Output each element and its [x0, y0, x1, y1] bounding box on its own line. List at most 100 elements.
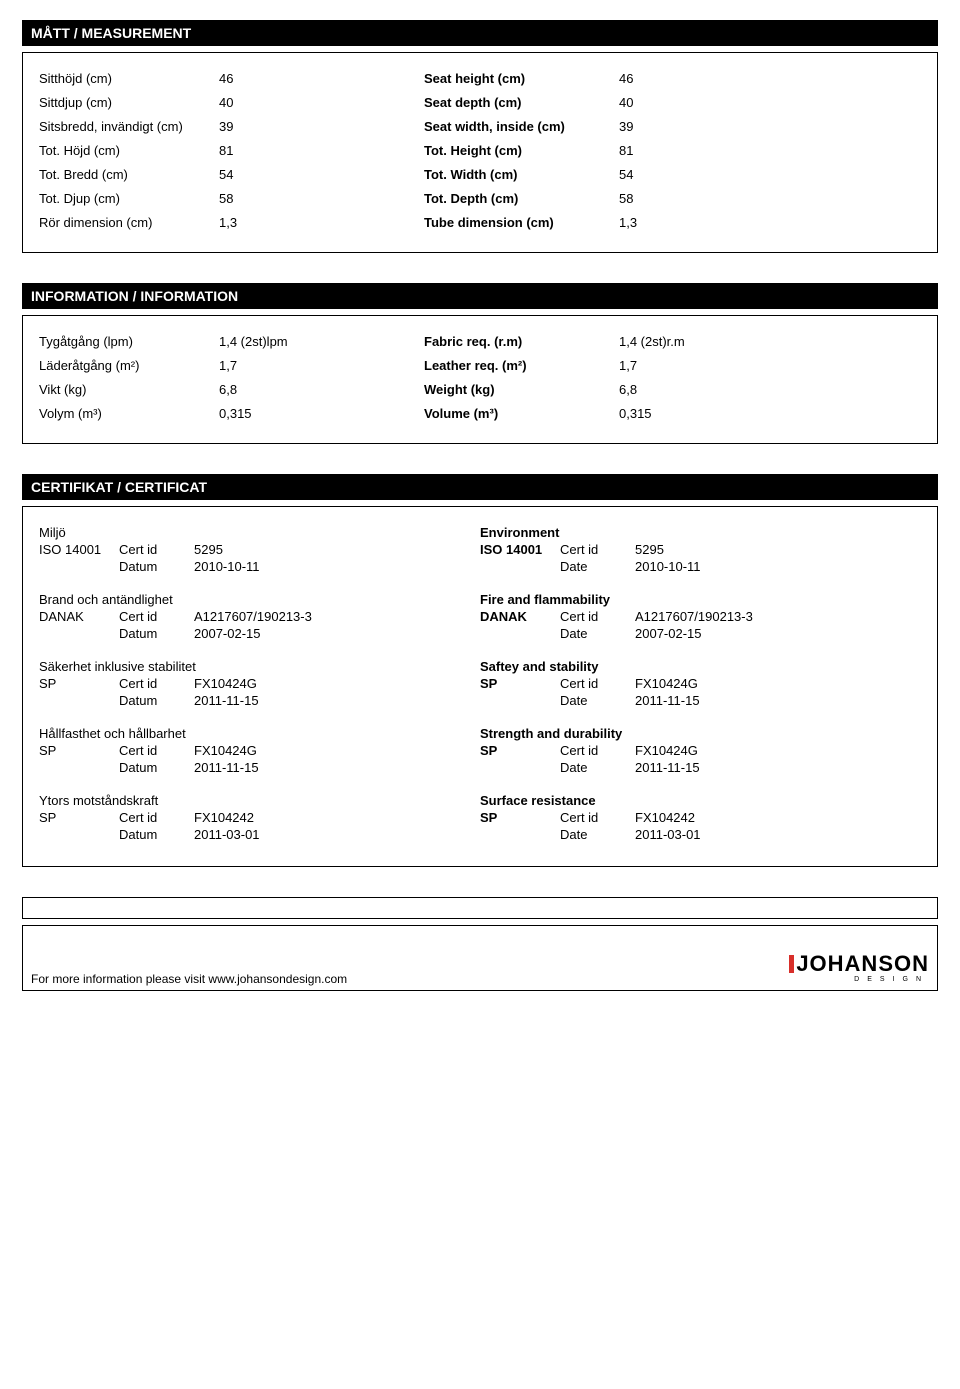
cert-title: Environment	[480, 525, 921, 540]
info-sv-value: 1,7	[219, 358, 424, 373]
cert-key: Datum	[119, 760, 194, 775]
cert-key: Date	[560, 559, 635, 574]
meas-sv-value: 54	[219, 167, 424, 182]
information-box: Tygåtgång (lpm) 1,4 (2st)lpm Fabric req.…	[22, 315, 938, 444]
cert-org-blank	[39, 760, 119, 775]
cert-value: 2007-02-15	[194, 626, 261, 641]
information-header: INFORMATION / INFORMATION	[22, 283, 938, 309]
meas-en-label: Seat depth (cm)	[424, 95, 619, 110]
cert-key: Cert id	[560, 542, 635, 557]
cert-block: Ytors motståndskraft SP Cert id FX104242…	[39, 793, 480, 842]
cert-title: Miljö	[39, 525, 480, 540]
cert-key: Datum	[119, 559, 194, 574]
meas-row: Sitthöjd (cm) 46 Seat height (cm) 46	[39, 71, 921, 86]
cert-title: Brand och antändlighet	[39, 592, 480, 607]
cert-value: A1217607/190213-3	[635, 609, 753, 624]
info-sv-label: Läderåtgång (m²)	[39, 358, 219, 373]
meas-en-label: Seat width, inside (cm)	[424, 119, 619, 134]
footer-text: For more information please visit www.jo…	[31, 972, 347, 986]
cert-org-blank	[39, 827, 119, 842]
meas-sv-label: Sitsbredd, invändigt (cm)	[39, 119, 219, 134]
cert-block: Surface resistance SP Cert id FX104242 D…	[480, 793, 921, 842]
cert-org: ISO 14001	[39, 542, 119, 557]
cert-org: SP	[39, 676, 119, 691]
cert-org-blank	[480, 693, 560, 708]
certificate-header: CERTIFIKAT / CERTIFICAT	[22, 474, 938, 500]
cert-value: FX10424G	[194, 676, 257, 691]
cert-title: Surface resistance	[480, 793, 921, 808]
cert-value: 2010-10-11	[635, 559, 701, 574]
cert-org: ISO 14001	[480, 542, 560, 557]
cert-key: Cert id	[560, 609, 635, 624]
meas-sv-label: Rör dimension (cm)	[39, 215, 219, 230]
cert-key: Cert id	[119, 810, 194, 825]
info-sv-label: Vikt (kg)	[39, 382, 219, 397]
certificate-box: Miljö ISO 14001 Cert id 5295 Datum 2010-…	[22, 506, 938, 867]
measurement-box: Sitthöjd (cm) 46 Seat height (cm) 46 Sit…	[22, 52, 938, 253]
logo-sub-text: DESIGN	[789, 975, 929, 984]
cert-value: FX10424G	[635, 743, 698, 758]
meas-en-value: 46	[619, 71, 679, 86]
info-sv-label: Tygåtgång (lpm)	[39, 334, 219, 349]
cert-title: Säkerhet inklusive stabilitet	[39, 659, 480, 674]
cert-col-sv: Miljö ISO 14001 Cert id 5295 Datum 2010-…	[39, 525, 480, 844]
info-row: Läderåtgång (m²) 1,7 Leather req. (m²) 1…	[39, 358, 921, 373]
info-row: Volym (m³) 0,315 Volume (m³) 0,315	[39, 406, 921, 421]
info-en-value: 1,4 (2st)r.m	[619, 334, 709, 349]
cert-org: DANAK	[480, 609, 560, 624]
cert-org: SP	[480, 676, 560, 691]
meas-sv-label: Sittdjup (cm)	[39, 95, 219, 110]
cert-value: 2011-11-15	[194, 760, 259, 775]
cert-key: Date	[560, 626, 635, 641]
cert-key: Datum	[119, 626, 194, 641]
cert-key: Cert id	[119, 743, 194, 758]
meas-en-value: 39	[619, 119, 679, 134]
meas-sv-value: 1,3	[219, 215, 424, 230]
logo-main: JOHANSON	[789, 953, 929, 975]
cert-title: Saftey and stability	[480, 659, 921, 674]
cert-key: Date	[560, 827, 635, 842]
info-row: Tygåtgång (lpm) 1,4 (2st)lpm Fabric req.…	[39, 334, 921, 349]
meas-en-value: 58	[619, 191, 679, 206]
cert-block: Saftey and stability SP Cert id FX10424G…	[480, 659, 921, 708]
cert-org-blank	[480, 626, 560, 641]
meas-row: Rör dimension (cm) 1,3 Tube dimension (c…	[39, 215, 921, 230]
cert-block: Environment ISO 14001 Cert id 5295 Date …	[480, 525, 921, 574]
cert-block: Brand och antändlighet DANAK Cert id A12…	[39, 592, 480, 641]
cert-org: SP	[39, 743, 119, 758]
cert-block: Hållfasthet och hållbarhet SP Cert id FX…	[39, 726, 480, 775]
cert-block: Säkerhet inklusive stabilitet SP Cert id…	[39, 659, 480, 708]
meas-en-value: 1,3	[619, 215, 679, 230]
meas-sv-label: Sitthöjd (cm)	[39, 71, 219, 86]
cert-key: Datum	[119, 827, 194, 842]
cert-value: FX104242	[635, 810, 695, 825]
measurement-header: MÅTT / MEASUREMENT	[22, 20, 938, 46]
cert-value: 5295	[635, 542, 664, 557]
meas-sv-value: 58	[219, 191, 424, 206]
meas-row: Tot. Bredd (cm) 54 Tot. Width (cm) 54	[39, 167, 921, 182]
cert-key: Cert id	[119, 542, 194, 557]
cert-value: 2011-11-15	[635, 760, 700, 775]
cert-title: Hållfasthet och hållbarhet	[39, 726, 480, 741]
cert-title: Ytors motståndskraft	[39, 793, 480, 808]
cert-title: Fire and flammability	[480, 592, 921, 607]
cert-org-blank	[480, 827, 560, 842]
meas-en-value: 54	[619, 167, 679, 182]
meas-en-value: 40	[619, 95, 679, 110]
info-en-label: Fabric req. (r.m)	[424, 334, 619, 349]
meas-en-label: Tot. Width (cm)	[424, 167, 619, 182]
cert-value: 5295	[194, 542, 223, 557]
cert-value: 2011-11-15	[635, 693, 700, 708]
cert-org: SP	[480, 810, 560, 825]
johanson-logo: JOHANSON DESIGN	[789, 953, 929, 986]
info-en-value: 6,8	[619, 382, 709, 397]
cert-key: Cert id	[560, 743, 635, 758]
cert-key: Datum	[119, 693, 194, 708]
meas-sv-label: Tot. Bredd (cm)	[39, 167, 219, 182]
cert-org-blank	[39, 693, 119, 708]
meas-sv-label: Tot. Höjd (cm)	[39, 143, 219, 158]
cert-org: SP	[39, 810, 119, 825]
info-en-label: Leather req. (m²)	[424, 358, 619, 373]
meas-row: Tot. Höjd (cm) 81 Tot. Height (cm) 81	[39, 143, 921, 158]
cert-key: Date	[560, 693, 635, 708]
